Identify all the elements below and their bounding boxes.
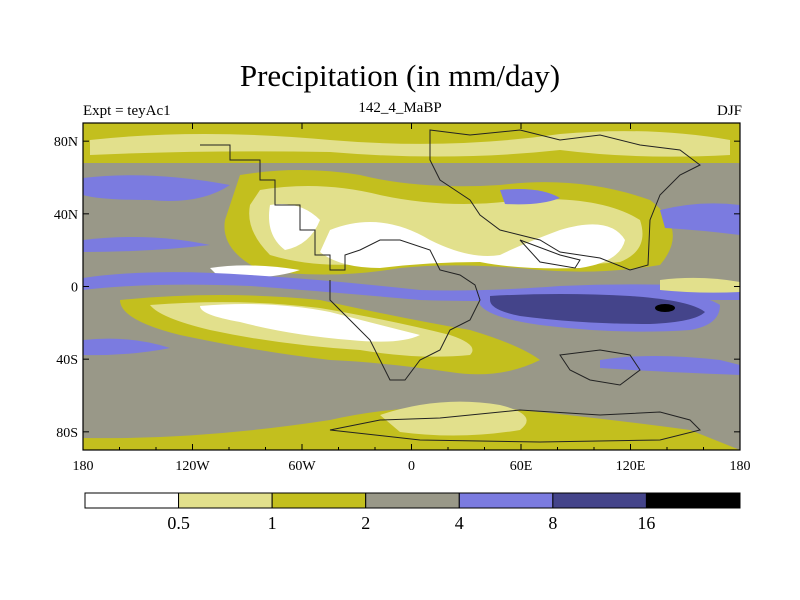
- field-warm-pool-8-16: [490, 294, 705, 324]
- colorbar-label: 8: [548, 513, 557, 533]
- colorbar-label: 0.5: [167, 513, 190, 533]
- coastline-eurasia: [429, 129, 701, 271]
- coastlines: [200, 129, 701, 443]
- field-nh-desert-white: [320, 222, 625, 269]
- x-tick-label: 180: [73, 459, 94, 474]
- field-sh-desert-white: [200, 304, 420, 342]
- colorbar: 0.5 1 2 4 8 16: [84, 492, 741, 533]
- colorbar-segment: [458, 492, 554, 509]
- y-tick-label: 0: [71, 281, 78, 296]
- colorbar-label: 4: [455, 513, 464, 533]
- field-antarctic-0.5-1: [380, 401, 527, 436]
- field-peak-16plus: [655, 304, 675, 312]
- colorbar-segment: [271, 492, 367, 509]
- y-tick-label: 40N: [54, 208, 78, 223]
- colorbar-segment: [645, 492, 741, 509]
- coastline-antarctica: [329, 409, 701, 443]
- y-tick-label: 80S: [56, 426, 78, 441]
- field-storm-track-asia: [500, 189, 560, 205]
- coastline-americas-africa: [200, 144, 481, 381]
- colorbar-segment: [365, 492, 460, 509]
- season-label: DJF: [716, 103, 742, 119]
- colorbar-label: 16: [637, 513, 655, 533]
- y-axis: 80N 40N 0 40S 80S: [54, 135, 740, 441]
- field-pacific-dry-tongue: [660, 277, 740, 293]
- period-label: 142_4_MaBP: [358, 100, 442, 116]
- field-storm-track-pacific-nw: [83, 175, 230, 201]
- x-tick-label: 120E: [616, 459, 646, 474]
- coastline-australia: [559, 349, 641, 386]
- chart-title: Precipitation (in mm/day): [239, 58, 561, 93]
- colorbar-label: 2: [361, 513, 370, 533]
- x-tick-label: 0: [408, 459, 415, 474]
- field-arctic-0.5-1: [90, 131, 730, 157]
- x-tick-label: 60E: [510, 459, 533, 474]
- y-tick-label: 80N: [54, 135, 78, 150]
- colorbar-label: 1: [268, 513, 277, 533]
- x-tick-label: 60W: [288, 459, 316, 474]
- field-storm-track-pacific-ne: [660, 203, 740, 235]
- y-tick-label: 40S: [56, 353, 78, 368]
- colorbar-segment: [552, 492, 647, 509]
- field-storm-track-south-west: [83, 338, 170, 356]
- colorbar-segment: [178, 492, 273, 509]
- field-storm-track-south-east: [600, 356, 740, 375]
- x-tick-label: 180: [730, 459, 751, 474]
- x-axis: 180 120W 60W 0 60E 120E 180: [73, 123, 751, 474]
- field-nh-desert-west: [269, 204, 320, 250]
- x-tick-label: 120W: [175, 459, 210, 474]
- field-storm-track-west: [83, 236, 210, 252]
- colorbar-segment: [84, 492, 180, 509]
- coastline-india: [519, 239, 581, 269]
- experiment-label: Expt = teyAc1: [83, 103, 171, 119]
- map-field: [83, 123, 740, 450]
